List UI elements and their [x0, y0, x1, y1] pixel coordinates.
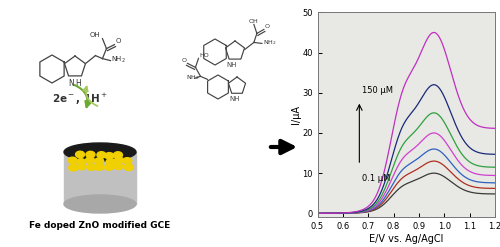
Ellipse shape [97, 152, 106, 158]
Ellipse shape [105, 153, 114, 159]
FancyArrowPatch shape [84, 87, 98, 106]
FancyArrowPatch shape [271, 141, 292, 153]
Ellipse shape [77, 163, 86, 170]
Text: NH$_2$: NH$_2$ [263, 38, 276, 47]
Ellipse shape [86, 157, 94, 164]
Text: 0.1 μM: 0.1 μM [362, 174, 390, 183]
Text: H: H [75, 79, 81, 88]
Ellipse shape [122, 158, 132, 164]
Ellipse shape [68, 157, 77, 164]
Ellipse shape [76, 151, 84, 158]
Text: 150 μM: 150 μM [362, 86, 393, 95]
Text: 2e$^-$, 1H$^+$: 2e$^-$, 1H$^+$ [52, 91, 108, 106]
Ellipse shape [114, 163, 123, 170]
X-axis label: E/V vs. Ag/AgCl: E/V vs. Ag/AgCl [369, 234, 444, 244]
Text: NH$_2$: NH$_2$ [186, 73, 200, 82]
Ellipse shape [114, 157, 124, 163]
Ellipse shape [64, 195, 136, 213]
Text: NH: NH [227, 62, 237, 68]
Ellipse shape [68, 165, 78, 171]
Ellipse shape [124, 164, 134, 171]
Ellipse shape [104, 164, 114, 170]
Text: O: O [182, 58, 186, 63]
FancyArrowPatch shape [74, 85, 90, 107]
Ellipse shape [94, 158, 104, 164]
Ellipse shape [64, 143, 136, 161]
Text: OH: OH [249, 20, 259, 24]
Text: NH: NH [230, 96, 240, 102]
Text: OH: OH [90, 32, 101, 38]
Ellipse shape [76, 159, 86, 165]
Y-axis label: I/μA: I/μA [290, 105, 300, 124]
Text: N: N [68, 79, 74, 88]
Text: O: O [265, 24, 270, 29]
Bar [64, 152, 136, 204]
Ellipse shape [86, 164, 96, 170]
Ellipse shape [114, 152, 122, 158]
Ellipse shape [106, 159, 115, 165]
Ellipse shape [86, 151, 95, 158]
Text: O: O [116, 38, 121, 44]
Text: NH$_2$: NH$_2$ [112, 55, 126, 65]
Text: Fe doped ZnO modified GCE: Fe doped ZnO modified GCE [30, 221, 170, 229]
Text: HO: HO [200, 53, 209, 58]
Ellipse shape [94, 164, 104, 170]
